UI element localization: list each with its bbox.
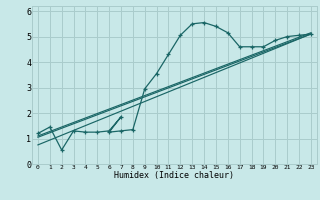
X-axis label: Humidex (Indice chaleur): Humidex (Indice chaleur) [115,171,234,180]
